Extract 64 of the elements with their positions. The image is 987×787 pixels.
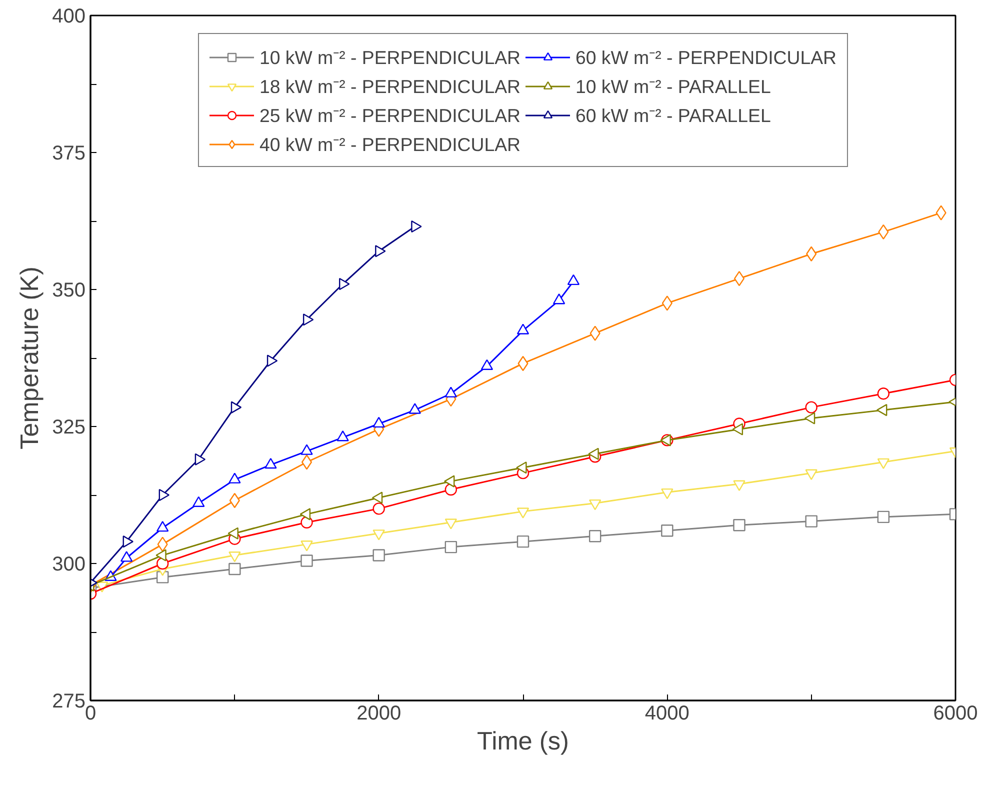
point [805,469,818,480]
point [936,205,946,220]
point [339,278,350,290]
point [300,540,313,552]
point [300,554,313,567]
y-tick-label: 350 [52,280,86,302]
point [804,412,816,424]
point [662,296,672,311]
point [732,423,744,436]
point [733,480,746,491]
y-tick-label: 325 [52,416,86,438]
point [877,510,890,524]
point [228,562,241,576]
point [228,552,241,562]
point [375,245,386,258]
point [567,274,580,286]
point [805,515,818,528]
point [158,488,170,502]
x-tick-label: 2000 [356,702,402,724]
x-tick-label: 6000 [933,702,978,724]
point [588,530,602,542]
legend-label: 10 kW m⁻² - PARALLEL [576,75,771,98]
point [411,220,422,233]
point [122,535,134,548]
point [590,326,600,341]
point [805,401,818,414]
point [806,246,817,262]
legend-label: 60 kW m⁻² - PARALLEL [576,104,771,127]
y-tick-label: 400 [52,6,86,28]
point [516,324,530,334]
point [301,454,312,470]
point [661,524,674,537]
point [372,530,385,540]
legend-label: 25 kW m⁻² - PERPENDICULAR [259,104,520,127]
x-tick-label: 4000 [644,702,690,724]
y-tick-label: 300 [52,554,86,576]
point [444,518,458,530]
point [157,536,168,552]
point [372,549,385,562]
legend-label: 40 kW m⁻² - PERPENDICULAR [259,133,520,156]
point [230,401,242,414]
point [876,404,888,416]
point [302,314,314,326]
legend-label: 60 kW m⁻² - PERPENDICULAR [576,46,837,69]
y-tick-label: 275 [52,690,86,712]
y-axis-title: Temperature (K) [16,266,44,450]
point [516,508,530,518]
point [194,453,206,466]
point [877,388,890,400]
point [734,270,745,286]
point [266,354,278,367]
point [552,294,566,304]
legend-label: 10 kW m⁻² - PERPENDICULAR [259,46,520,69]
point [733,519,746,532]
point [372,502,385,515]
x-axis-title: Time (s) [477,728,569,756]
point [444,540,458,554]
x-tick-label: 0 [84,702,96,724]
y-tick-label: 375 [52,142,86,164]
point [516,535,530,548]
point [661,488,674,500]
point [588,499,602,510]
point [877,458,890,470]
legend-label: 18 kW m⁻² - PERPENDICULAR [259,75,520,98]
